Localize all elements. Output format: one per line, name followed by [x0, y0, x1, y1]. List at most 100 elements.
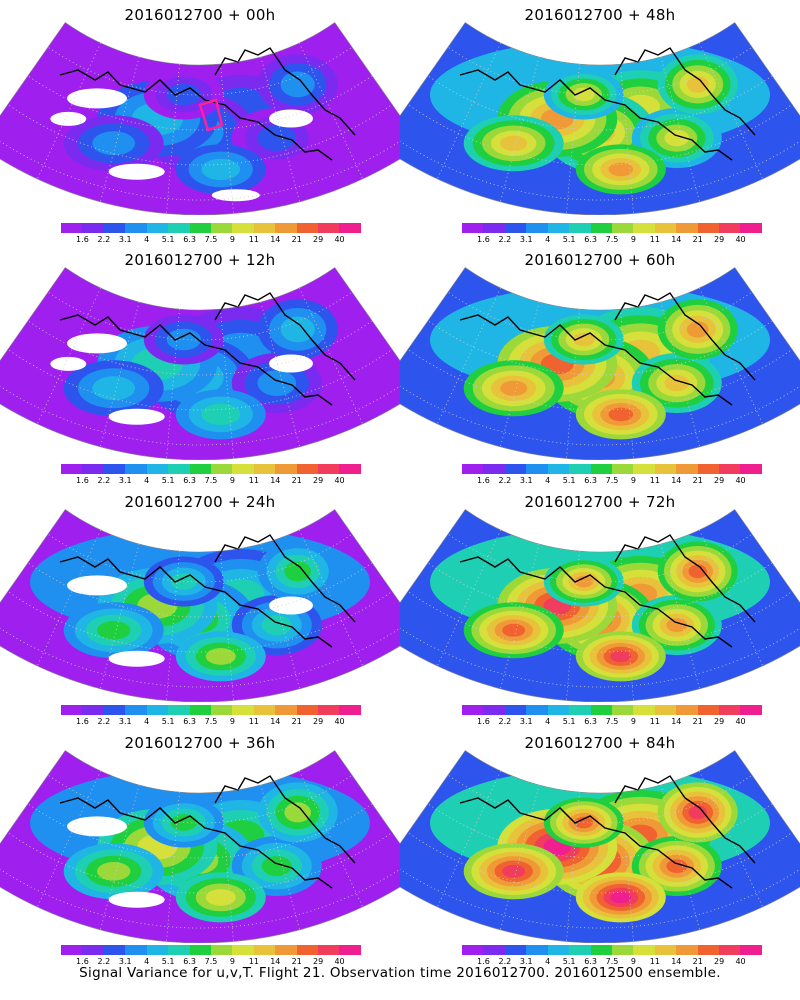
masked-region [269, 354, 313, 373]
masked-region [108, 408, 165, 425]
colorbar-swatch [253, 945, 276, 955]
longitude-line [166, 64, 180, 214]
colorbar-tick-label: 40 [334, 717, 345, 726]
colorbar-swatch [318, 223, 340, 233]
latitude-line [0, 750, 400, 929]
latitude-line [400, 22, 800, 96]
variance-contour [205, 889, 236, 906]
map-panel: 2016012700 + 00h 1.6 2.2 3.1 4 5.1 6.3 7.5 9 11 1… [0, 0, 400, 250]
masked-region [108, 891, 165, 908]
latitude-line [400, 509, 800, 583]
colorbar-swatch [146, 945, 169, 955]
colorbar-swatch [339, 945, 361, 955]
colorbar-tick-label: 40 [334, 957, 345, 966]
colorbar-tick-label: 11 [248, 476, 259, 485]
colorbar-swatch [189, 223, 211, 233]
longitude-line [698, 770, 764, 908]
variance-contour [686, 76, 709, 93]
colorbar-tick-label: 1.6 [76, 957, 89, 966]
colorbar-swatch [82, 464, 104, 474]
latitude-line [0, 509, 400, 583]
colorbar: 1.6 2.2 3.1 4 5.1 6.3 7.5 9 11 14 21 29 40 [462, 464, 762, 490]
colorbar-swatch [719, 705, 741, 715]
colorbar-swatch [611, 705, 634, 715]
colorbar-swatch [168, 945, 190, 955]
colorbar-swatch [61, 223, 83, 233]
map-outline [400, 750, 800, 943]
masked-region [108, 163, 165, 180]
colorbar-tick-label: 29 [313, 957, 324, 966]
longitude-line [220, 551, 234, 701]
longitude-line [298, 529, 364, 667]
map-panel: 2016012700 + 72h 1.6 2.2 3.1 4 5.1 6.3 7.5 9 11 1… [400, 487, 800, 737]
colorbar-swatch [318, 464, 340, 474]
colorbar-swatch [697, 223, 720, 233]
colorbar-swatch [697, 464, 720, 474]
colorbar-tick-label: 29 [313, 235, 324, 244]
coastline [519, 807, 733, 889]
colorbar-tick-label: 4 [545, 235, 551, 244]
colorbar-swatch [82, 945, 104, 955]
panel-title: 2016012700 + 24h [124, 493, 276, 511]
colorbar-swatch [719, 945, 741, 955]
colorbar-tick-label: 14 [671, 717, 682, 726]
colorbar-swatch [275, 464, 297, 474]
colorbar-tick-label: 29 [313, 476, 324, 485]
colorbar-swatch [125, 705, 147, 715]
variance-contour [257, 370, 297, 396]
colorbar-swatch [740, 223, 762, 233]
variance-contour [610, 650, 632, 663]
colorbar-tick-label: 3.1 [118, 476, 132, 485]
colorbar-tick-label: 2.2 [97, 717, 111, 726]
longitude-line [698, 287, 764, 425]
colorbar-tick-label: 29 [714, 957, 725, 966]
colorbar-tick-label: 3.1 [519, 717, 533, 726]
colorbar-swatch [654, 705, 677, 715]
coastline [214, 534, 356, 623]
longitude-line [660, 784, 701, 930]
colorbar-swatch [232, 945, 254, 955]
colorbar-swatch [232, 705, 254, 715]
colorbar-tick-label: 7.5 [204, 957, 218, 966]
variance-contour [686, 321, 709, 338]
longitude-line [166, 792, 180, 942]
colorbar-tick-label: 1.6 [477, 957, 490, 966]
longitude-line [660, 56, 701, 202]
colorbar: 1.6 2.2 3.1 4 5.1 6.3 7.5 9 11 14 21 29 40 [462, 705, 762, 731]
variance-contour [280, 316, 315, 343]
colorbar-swatch [590, 464, 612, 474]
colorbar-tick-label: 11 [649, 235, 660, 244]
map-outline [400, 267, 800, 460]
colorbar-swatch [103, 464, 126, 474]
panel-title: 2016012700 + 36h [124, 734, 276, 752]
latitude-line [0, 22, 400, 201]
colorbar-swatch [125, 464, 147, 474]
colorbar-swatch [61, 945, 83, 955]
variance-contour [201, 403, 241, 426]
variance-contour [261, 856, 292, 877]
colorbar-swatch [210, 945, 233, 955]
colorbar-tick-label: 5.1 [562, 235, 576, 244]
colorbar-swatch [82, 223, 104, 233]
coastline [59, 69, 121, 86]
panel-title: 2016012700 + 48h [524, 6, 676, 24]
coastline [519, 324, 733, 406]
masked-region [269, 109, 313, 128]
colorbar-tick-label: 9 [229, 476, 235, 485]
longitude-line [298, 287, 364, 425]
colorbar-swatch [318, 705, 340, 715]
latitude-line [0, 267, 400, 341]
colorbar-tick-label: 14 [671, 957, 682, 966]
colorbar-tick-label: 40 [735, 235, 746, 244]
colorbar-swatches [61, 945, 361, 955]
variance-contour [284, 802, 312, 823]
colorbar-swatch [740, 945, 762, 955]
colorbar-tick-label: 5.1 [161, 476, 175, 485]
latitude-line [0, 22, 400, 96]
map-panel: 2016012700 + 12h 1.6 2.2 3.1 4 5.1 6.3 7.5 9 11 1… [0, 245, 400, 495]
colorbar: 1.6 2.2 3.1 4 5.1 6.3 7.5 9 11 14 21 29 40 [61, 945, 361, 971]
colorbar-swatch [719, 223, 741, 233]
colorbar-swatch [189, 945, 211, 955]
colorbar-swatch [82, 705, 104, 715]
coastline [119, 807, 333, 889]
